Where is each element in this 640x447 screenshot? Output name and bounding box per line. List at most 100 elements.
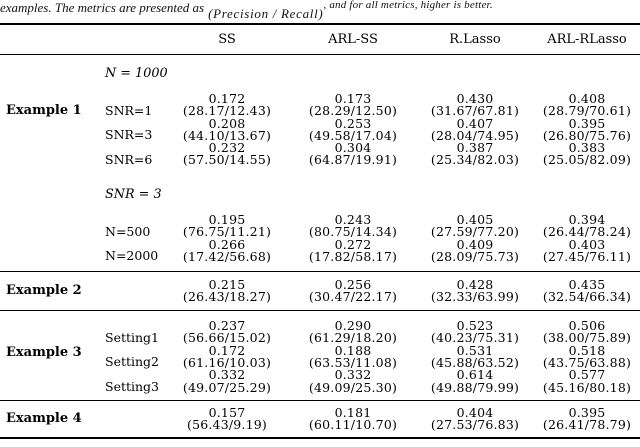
- metric-value: 0.395: [568, 404, 606, 420]
- metric-cell: 0.409 (28.09/75.73): [416, 236, 534, 272]
- empty-cell: [0, 167, 96, 204]
- metric-precision-recall: (30.47/22.17): [308, 289, 398, 305]
- metric-cell: 0.332 (49.09/25.30): [290, 368, 416, 400]
- section-example-3: Setting1 0.237 (56.66/15.02) 0.290 (61.29/…: [0, 311, 640, 401]
- row-label: SNR=1: [105, 102, 153, 118]
- table-row: Setting3 0.332 (49.07/25.29) 0.332 (49.09/…: [0, 367, 640, 400]
- metric-value: 0.523: [456, 318, 494, 334]
- metric-precision-recall: (26.44/78.24): [542, 224, 632, 240]
- metric-value: 0.188: [334, 342, 372, 358]
- metric-cell: 0.266 (17.42/56.68): [164, 238, 290, 272]
- caption-prefix: examples. The metrics are presented as: [0, 0, 205, 15]
- example-label: Example 1: [6, 102, 82, 118]
- metric-value: 0.430: [456, 90, 494, 106]
- metric-precision-recall: (28.04/74.95): [430, 127, 520, 143]
- metric-value: 0.172: [208, 90, 246, 106]
- metric-precision-recall: (31.67/67.81): [430, 103, 520, 119]
- metric-value: 0.232: [208, 140, 246, 156]
- metric-value: 0.435: [568, 276, 606, 292]
- metric-value: 0.290: [334, 318, 372, 334]
- metric-cell: 0.408 (28.79/70.61): [534, 82, 640, 118]
- metric-value: 0.253: [334, 115, 372, 131]
- metric-cell: 0.518 (43.75/63.88): [534, 342, 640, 371]
- metric-precision-recall: (40.23/75.31): [430, 330, 520, 346]
- section-example-1: N = 1000 Example 1 SNR=1 0.172 (28.17/12.…: [0, 55, 640, 272]
- example-label: Example 4: [6, 411, 82, 427]
- table-row: Example 3 Setting2 0.172 (61.16/10.03) 0.…: [0, 342, 640, 371]
- row-label: SNR=3: [105, 127, 153, 143]
- metric-precision-recall: (32.54/66.34): [542, 289, 632, 305]
- metric-cell: 0.383 (25.05/82.09): [534, 141, 640, 167]
- metric-value: 0.272: [334, 236, 372, 252]
- metric-cell: 0.435 (32.54/66.34): [534, 272, 640, 311]
- metric-cell: 0.428 (32.33/63.99): [416, 272, 534, 311]
- metric-cell: 0.395 (26.41/78.79): [534, 400, 640, 438]
- metric-cell: 0.188 (63.53/11.08): [290, 342, 416, 371]
- row-label: Setting1: [105, 329, 160, 345]
- metric-cell: 0.195 (76.75/11.21): [164, 204, 290, 239]
- results-table: SS ARL-SS R.Lasso ARL-RLasso N = 1000 Ex…: [0, 23, 640, 439]
- metric-precision-recall: (49.07/25.29): [182, 379, 272, 395]
- metric-precision-recall: (63.53/11.08): [308, 355, 398, 371]
- empty-header-cell: [0, 24, 96, 55]
- metric-value: 0.157: [208, 404, 246, 420]
- metric-precision-recall: (43.75/63.88): [542, 355, 632, 371]
- metric-cell: 0.403 (27.45/76.11): [534, 236, 640, 272]
- metric-cell: 0.256 (30.47/22.17): [290, 272, 416, 311]
- metric-value: 0.243: [334, 212, 372, 228]
- metric-precision-recall: (28.17/12.43): [182, 103, 272, 119]
- metric-value: 0.531: [456, 342, 494, 358]
- row-label: Setting2: [105, 354, 160, 370]
- metric-cell: 0.181 (60.11/10.70): [290, 400, 416, 438]
- metric-cell: 0.172 (61.16/10.03): [164, 342, 290, 370]
- metric-precision-recall: (45.16/80.18): [542, 379, 632, 395]
- table-row: Setting1 0.237 (56.66/15.02) 0.290 (61.29/…: [0, 311, 640, 345]
- table-row: N=500 0.195 (76.75/11.21) 0.243 (80.75/14.…: [0, 204, 640, 239]
- metric-precision-recall: (57.50/14.55): [182, 152, 272, 168]
- metric-precision-recall: (49.09/25.30): [308, 379, 398, 395]
- metric-cell: 0.614 (49.88/79.99): [416, 368, 534, 400]
- metric-cell: 0.404 (27.53/76.83): [416, 400, 534, 438]
- metric-precision-recall: (38.00/75.89): [542, 330, 632, 346]
- row-label: SNR=6: [105, 151, 153, 167]
- empty-cell: [0, 239, 96, 272]
- metric-precision-recall: (76.75/11.21): [182, 224, 272, 240]
- table-row: Example 2 0.215 (26.43/18.27) 0.256 (30.47…: [0, 272, 640, 311]
- subheader-label: N = 1000: [105, 65, 168, 81]
- metric-value: 0.237: [208, 318, 246, 334]
- metric-precision-recall: (80.75/14.34): [308, 224, 398, 240]
- metric-value: 0.387: [456, 140, 494, 156]
- metric-precision-recall: (28.29/12.50): [308, 103, 398, 119]
- section-example-4: Example 4 0.157 (56.43/9.19) 0.181 (60.11/…: [0, 400, 640, 439]
- metric-precision-recall: (27.59/77.20): [430, 224, 520, 240]
- metric-cell: 0.157 (56.43/9.19): [164, 400, 290, 438]
- metric-value: 0.518: [568, 342, 606, 358]
- metric-cell: 0.395 (26.80/75.76): [534, 117, 640, 143]
- table-row: Example 1 SNR=1 0.172 (28.17/12.43) 0.173…: [0, 82, 640, 118]
- metric-value: 0.394: [568, 212, 606, 228]
- metric-cell: 0.523 (40.23/75.31): [416, 311, 534, 345]
- metric-value: 0.172: [208, 342, 246, 358]
- empty-cell: [0, 142, 96, 167]
- metric-cell: 0.407 (28.04/74.95): [416, 115, 534, 143]
- caption-suffix: , and for all metrics, higher is better.: [323, 0, 493, 11]
- table-caption: examples. The metrics are presented as (…: [0, 0, 640, 21]
- empty-cell: [0, 311, 96, 345]
- metric-cell: 0.430 (31.67/67.81): [416, 82, 534, 118]
- metric-precision-recall: (49.88/79.99): [430, 379, 520, 395]
- empty-cell: [0, 204, 96, 239]
- metric-value: 0.409: [456, 236, 494, 252]
- table-row: SNR=6 0.232 (57.50/14.55) 0.304 (64.87/19.…: [0, 140, 640, 168]
- metric-value: 0.407: [456, 115, 494, 131]
- row-label: Setting3: [105, 378, 160, 394]
- metric-precision-recall: (64.87/19.91): [308, 152, 398, 168]
- metric-value: 0.404: [456, 404, 494, 420]
- metric-cell: 0.304 (64.87/19.91): [290, 141, 416, 168]
- metric-value: 0.403: [568, 236, 606, 252]
- metric-cell: 0.208 (44.10/13.67): [164, 115, 290, 143]
- metric-value: 0.208: [208, 115, 246, 131]
- column-header-rlasso: R.Lasso: [449, 32, 501, 47]
- example-label: Example 3: [6, 344, 82, 360]
- metric-cell: 0.387 (25.34/82.03): [416, 140, 534, 167]
- metric-value: 0.577: [568, 367, 606, 383]
